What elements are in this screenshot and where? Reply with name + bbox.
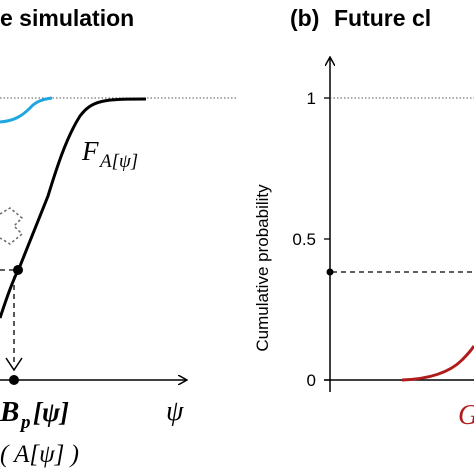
panel-b: (b) Future cl 1 0.5 0 Cumulative probabi…	[253, 5, 474, 431]
panel-b-axis-point	[326, 268, 334, 276]
x-axis-symbol: ψ	[166, 396, 184, 427]
panel-a-black-curve	[0, 97, 147, 319]
y-tick-label-0: 0	[307, 371, 316, 390]
panel-a-axis-point	[9, 375, 19, 385]
bottom-label: ( A[ψ] )	[0, 441, 79, 468]
panel-a-blue-curve	[0, 96, 53, 124]
panel-a-down-arrow-icon	[5, 357, 23, 372]
curve-label-sub: A[ψ]	[98, 151, 138, 172]
point-label-sub: p	[19, 412, 31, 433]
y-tick-label-05: 0.5	[292, 230, 316, 249]
panel-a-title: e simulation	[0, 5, 134, 31]
panel-b-title: Future cl	[334, 5, 431, 31]
panel-a-curve-point	[13, 265, 23, 275]
panel-b-tag: (b)	[290, 5, 319, 31]
panel-b-red-curve	[401, 345, 474, 382]
y-axis-label: Cumulative probability	[253, 184, 272, 352]
dotted-arrow-icon	[0, 207, 24, 245]
panel-a: e simulation F A[ψ] B	[0, 5, 238, 468]
curve-label-main: F	[81, 136, 99, 166]
panel-b-curve-label: G	[458, 400, 474, 431]
point-label-arg: [ψ]	[33, 397, 69, 427]
y-tick-label-1: 1	[307, 89, 316, 108]
point-label-main: B	[0, 396, 19, 428]
